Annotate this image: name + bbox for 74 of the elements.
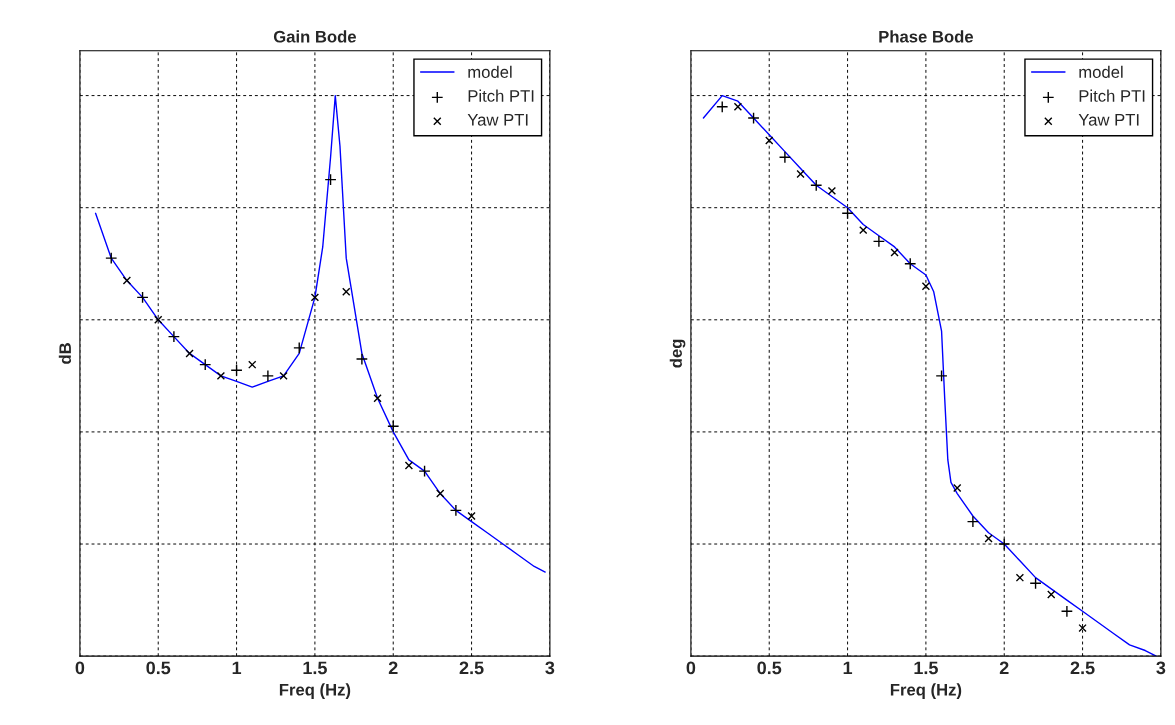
point	[373, 394, 382, 403]
legend-label: model	[468, 65, 512, 78]
point	[310, 293, 320, 302]
point	[859, 225, 868, 235]
point	[904, 257, 917, 270]
point	[1047, 590, 1056, 599]
point	[136, 291, 149, 304]
point	[1060, 605, 1073, 618]
point	[248, 360, 257, 369]
point	[1078, 623, 1087, 633]
x-tick-label: 0.5	[757, 661, 782, 675]
point	[154, 315, 163, 324]
x-tick-label: 0	[75, 661, 85, 675]
y-axis-title: deg	[669, 339, 686, 368]
x-tick-label: 2.5	[459, 661, 484, 675]
y-axis-title: dB	[58, 343, 72, 364]
point	[167, 330, 180, 343]
chart-title: Gain Bode	[273, 30, 356, 43]
point	[122, 276, 132, 285]
legend-label: Yaw PTI	[467, 114, 528, 126]
point	[185, 349, 194, 358]
point	[716, 100, 729, 113]
point	[935, 369, 948, 382]
point	[293, 341, 306, 354]
point	[890, 248, 899, 257]
point	[872, 235, 885, 248]
x-tick-label: 2.5	[1070, 661, 1095, 675]
point	[765, 136, 774, 145]
point	[998, 537, 1011, 551]
point	[921, 282, 931, 291]
point	[796, 169, 805, 179]
legend-label: Pitch PTI	[1079, 89, 1145, 102]
x-tick-label: 3	[545, 661, 555, 675]
x-tick-label: 2	[388, 661, 398, 675]
point	[324, 173, 337, 186]
x-tick-label: 3	[1156, 661, 1166, 675]
legend-label: model	[1079, 65, 1123, 78]
point	[953, 483, 962, 493]
point	[199, 358, 212, 371]
point	[733, 102, 743, 111]
point	[747, 111, 760, 125]
chart-title: Phase Bode	[879, 30, 974, 43]
x-axis-title: Freq (Hz)	[279, 683, 351, 699]
x-tick-label: 2	[999, 661, 1009, 675]
point	[387, 420, 400, 433]
point	[355, 352, 368, 366]
x-tick-label: 1	[843, 661, 853, 675]
x-tick-label: 1	[232, 661, 242, 675]
point	[984, 534, 993, 543]
point	[342, 287, 351, 296]
point	[105, 252, 118, 265]
point	[827, 186, 837, 196]
point	[216, 371, 226, 381]
x-tick-label: 0.5	[146, 661, 171, 675]
x-tick-label: 0	[686, 661, 696, 675]
point	[810, 179, 823, 192]
point	[230, 364, 243, 377]
legend-label: Pitch PTI	[468, 89, 534, 102]
point	[841, 207, 854, 220]
point	[449, 504, 462, 517]
point	[261, 369, 274, 382]
x-tick-label: 1.5	[303, 661, 327, 675]
legend-label: Yaw PTI	[1078, 114, 1139, 126]
point	[1029, 577, 1042, 590]
point	[1015, 573, 1025, 582]
point	[467, 511, 476, 521]
point	[778, 151, 791, 164]
x-axis-title: Freq (Hz)	[890, 683, 962, 699]
point	[966, 515, 979, 528]
point	[404, 461, 414, 470]
point	[418, 465, 431, 478]
x-tick-label: 1.5	[914, 661, 938, 675]
point	[436, 489, 445, 498]
point	[279, 371, 288, 381]
